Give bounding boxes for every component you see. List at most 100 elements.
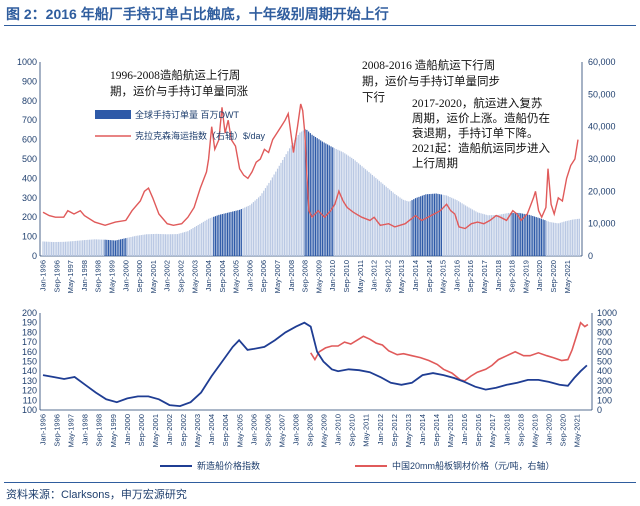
x-tick-label: Sep-2002: [177, 260, 186, 293]
orderbook-bar: [290, 145, 292, 256]
orderbook-bar: [280, 162, 282, 256]
bottom-newbuild-index-line: [42, 321, 588, 408]
orderbook-bar: [80, 240, 82, 256]
orderbook-bar: [521, 213, 524, 256]
orderbook-bar: [333, 148, 336, 256]
orderbook-bar: [328, 145, 330, 256]
orderbook-bar: [295, 137, 298, 256]
orderbook-bar: [273, 174, 275, 256]
orderbook-bar: [551, 222, 553, 256]
orderbook-bar: [57, 241, 60, 256]
annotation-2-line-1: 2008-2016 造船航运下行周: [362, 58, 495, 72]
orderbook-bar: [239, 209, 241, 256]
orderbook-bar: [75, 240, 77, 256]
orderbook-bar: [447, 196, 449, 256]
orderbook-bar: [109, 240, 111, 256]
orderbook-bar: [289, 148, 291, 256]
orderbook-bar: [237, 210, 239, 256]
orderbook-bar: [439, 194, 441, 256]
orderbook-bar: [409, 201, 411, 256]
orderbook-bar: [342, 152, 344, 256]
orderbook-bar: [49, 241, 51, 256]
orderbook-bar: [421, 195, 424, 256]
orderbook-bar: [242, 208, 244, 256]
x-tick-label: May-2015: [446, 414, 455, 447]
x-tick-label: Sep-2004: [218, 260, 227, 293]
orderbook-bar: [549, 222, 551, 256]
top-left-tick-label: 800: [22, 96, 37, 106]
orderbook-bar: [452, 198, 455, 256]
orderbook-bar: [230, 211, 232, 256]
bottom-right-tick-label: 700: [597, 337, 612, 347]
orderbook-bar: [558, 223, 560, 256]
bottom-left-tick-label: 120: [22, 386, 37, 396]
orderbook-bar: [52, 242, 54, 256]
orderbook-bar: [132, 236, 134, 256]
bottom-left-tick-label: 140: [22, 366, 37, 376]
orderbook-bar: [294, 140, 296, 256]
orderbook-bar: [566, 220, 568, 256]
top-left-tick-label: 1000: [17, 57, 37, 67]
x-tick-label: May-2017: [480, 260, 489, 293]
orderbook-bar: [173, 234, 175, 256]
orderbook-bar: [268, 182, 270, 256]
orderbook-bar: [545, 220, 548, 256]
x-tick-label: Sep-2020: [549, 260, 558, 293]
orderbook-bar: [63, 241, 65, 256]
orderbook-bar: [44, 241, 46, 256]
orderbook-bar: [233, 211, 236, 256]
orderbook-bar: [316, 138, 318, 256]
orderbook-bar: [423, 194, 425, 256]
orderbook-bar: [330, 146, 332, 256]
orderbook-bar: [459, 202, 461, 256]
bottom-right-tick-label: 1000: [597, 308, 617, 318]
orderbook-bar: [271, 177, 273, 256]
orderbook-bar: [568, 220, 570, 256]
x-tick-label: Sep-2012: [383, 260, 392, 293]
orderbook-bar: [540, 218, 543, 256]
orderbook-bar: [221, 214, 223, 256]
x-tick-label: Jan-2004: [204, 260, 213, 291]
x-tick-label: Jan-2012: [370, 260, 379, 291]
orderbook-bar: [530, 215, 532, 256]
orderbook-bar: [138, 235, 141, 256]
orderbook-bar: [323, 142, 325, 256]
orderbook-bar: [335, 148, 337, 256]
orderbook-bar: [240, 209, 242, 256]
orderbook-bar: [533, 216, 536, 256]
orderbook-bar: [190, 229, 192, 256]
orderbook-bar: [314, 137, 317, 256]
orderbook-bar: [485, 214, 487, 256]
top-left-tick-label: 500: [22, 154, 37, 164]
x-tick-label: Jan-2010: [334, 414, 343, 445]
orderbook-bar: [332, 147, 334, 256]
orderbook-bar: [352, 159, 355, 256]
orderbook-bar: [392, 192, 394, 256]
orderbook-bar: [354, 160, 356, 256]
orderbook-bar: [339, 150, 341, 256]
annotation-2-line-3: 下行: [362, 91, 385, 104]
orderbook-bar: [130, 236, 132, 256]
orderbook-bar: [244, 207, 246, 256]
orderbook-bar: [544, 220, 546, 256]
orderbook-bar: [211, 217, 213, 256]
orderbook-bar: [159, 234, 161, 256]
orderbook-bar: [247, 205, 249, 256]
title-rule: [4, 25, 636, 26]
orderbook-bar: [318, 139, 320, 256]
orderbook-bar: [252, 202, 255, 256]
orderbook-bar: [156, 233, 158, 256]
x-tick-label: May-1999: [108, 260, 117, 293]
orderbook-bar: [220, 214, 222, 256]
x-tick-label: May-2017: [488, 414, 497, 447]
orderbook-bar: [471, 209, 474, 256]
orderbook-bar: [78, 240, 80, 256]
top-left-tick-label: 300: [22, 193, 37, 203]
orderbook-bar: [402, 199, 405, 256]
orderbook-bar: [495, 214, 498, 256]
orderbook-bar: [494, 215, 496, 256]
orderbook-bar: [187, 231, 189, 256]
orderbook-bar: [554, 222, 556, 256]
orderbook-bar: [123, 238, 125, 256]
